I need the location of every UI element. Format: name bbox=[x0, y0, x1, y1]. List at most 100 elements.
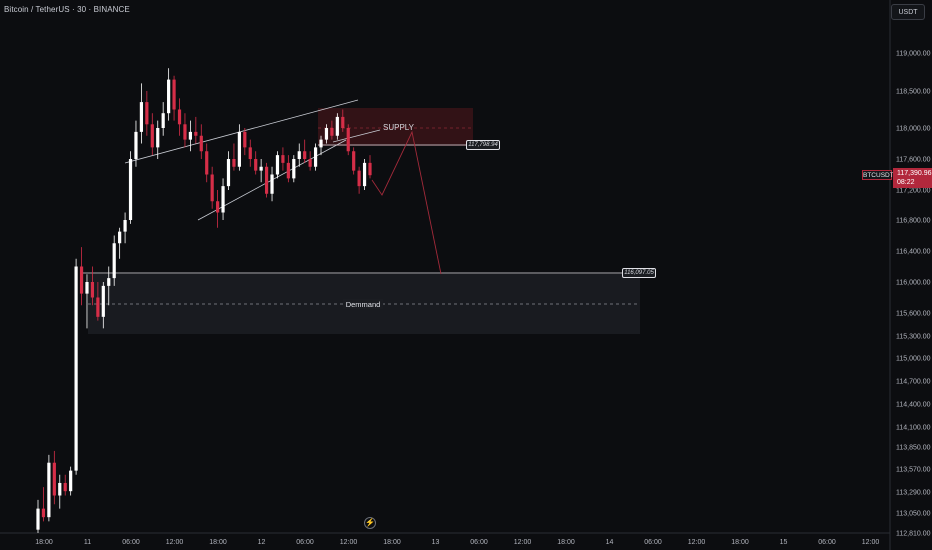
time-tick-label: 06:00 bbox=[296, 539, 314, 546]
candle-body bbox=[248, 147, 252, 159]
candle-body bbox=[112, 243, 116, 279]
candle-body bbox=[303, 151, 307, 159]
supply-level-flag: 117,798.94 bbox=[466, 140, 500, 150]
candle-body bbox=[352, 151, 356, 171]
price-tick-label: 118,000.00 bbox=[896, 126, 931, 133]
currency-button[interactable]: USDT bbox=[891, 4, 925, 20]
price-tick-label: 113,050.00 bbox=[896, 511, 931, 518]
last-price-tag: 117,390.96 08:22 bbox=[893, 168, 932, 188]
price-tick-label: 114,700.00 bbox=[896, 379, 931, 386]
candle-body bbox=[270, 174, 274, 194]
candle-body bbox=[368, 162, 372, 176]
price-tick-label: 112,810.00 bbox=[896, 531, 931, 538]
price-tick-label: 114,400.00 bbox=[896, 402, 931, 409]
candle-body bbox=[145, 102, 149, 125]
candle-body bbox=[221, 186, 225, 213]
candle-body bbox=[161, 113, 165, 128]
price-tick-label: 113,290.00 bbox=[896, 490, 931, 497]
last-price-value: 117,390.96 bbox=[897, 170, 932, 177]
candle-body bbox=[150, 124, 154, 148]
candle-body bbox=[128, 159, 133, 220]
price-tick-label: 115,000.00 bbox=[896, 356, 931, 363]
time-tick-label: 06:00 bbox=[122, 539, 140, 546]
price-tick-label: 117,600.00 bbox=[896, 157, 931, 164]
candle-body bbox=[216, 201, 220, 213]
candle-body bbox=[74, 266, 78, 471]
candle-body bbox=[134, 131, 138, 159]
channel-upper-line[interactable] bbox=[124, 99, 359, 164]
candle-body bbox=[254, 159, 258, 171]
time-tick-label: 06:00 bbox=[644, 539, 662, 546]
candle-body bbox=[286, 162, 290, 179]
price-tick-label: 116,400.00 bbox=[896, 249, 931, 256]
candle-body bbox=[107, 278, 111, 286]
candle-body bbox=[259, 166, 263, 171]
candle-body bbox=[330, 128, 334, 136]
candle-body bbox=[172, 79, 176, 110]
candle-body bbox=[297, 151, 301, 159]
candle-body bbox=[313, 147, 318, 167]
candle-body bbox=[226, 159, 231, 187]
candle-body bbox=[139, 102, 144, 132]
candle-body bbox=[275, 155, 280, 175]
candle-body bbox=[118, 231, 122, 244]
candle-body bbox=[63, 482, 67, 492]
time-tick-label: 11 bbox=[84, 539, 91, 546]
lightning-icon[interactable]: ⚡ bbox=[364, 517, 376, 529]
symbol-price-tag: BTCUSDT bbox=[862, 170, 894, 180]
price-tick-label: 113,570.00 bbox=[896, 467, 931, 474]
time-tick-label: 18:00 bbox=[383, 539, 401, 546]
price-tick-label: 116,800.00 bbox=[896, 218, 931, 225]
price-axis-ticks: 119,000.00 118,500.00 118,000.00 117,600.00… bbox=[896, 51, 931, 538]
candle-body bbox=[243, 131, 247, 148]
projection-path[interactable] bbox=[371, 130, 442, 275]
price-tick-label: 115,600.00 bbox=[896, 311, 931, 318]
candle-body bbox=[335, 116, 339, 136]
candle-body bbox=[362, 162, 367, 187]
price-tick-label: 115,300.00 bbox=[896, 334, 931, 341]
candle-body bbox=[281, 155, 285, 163]
candle-body bbox=[41, 508, 46, 518]
time-axis-ticks: 18:00 11 06:00 12:00 18:00 12 06:00 12:00 18:00 1… bbox=[35, 539, 879, 546]
time-tick-label: 06:00 bbox=[470, 539, 488, 546]
candle-body bbox=[52, 462, 56, 496]
demand-label: Demmand bbox=[346, 300, 381, 309]
time-tick-label: 12:00 bbox=[862, 539, 880, 546]
price-tick-label: 114,100.00 bbox=[896, 425, 931, 432]
candle-body bbox=[292, 159, 296, 179]
candle-body bbox=[47, 462, 51, 518]
price-tick-label: 113,850.00 bbox=[896, 445, 931, 452]
candle-body bbox=[183, 124, 187, 140]
candle-body bbox=[123, 220, 127, 232]
candle-body bbox=[85, 282, 89, 294]
price-tick-label: 117,200.00 bbox=[896, 188, 931, 195]
time-tick-label: 15 bbox=[780, 539, 788, 546]
time-tick-label: 13 bbox=[432, 539, 440, 546]
candle-body bbox=[264, 166, 269, 194]
candle-body bbox=[341, 116, 345, 128]
time-tick-label: 18:00 bbox=[35, 539, 53, 546]
candle-body bbox=[319, 139, 323, 148]
price-tick-label: 119,000.00 bbox=[896, 51, 931, 58]
time-tick-label: 12:00 bbox=[688, 539, 706, 546]
time-tick-label: 12:00 bbox=[340, 539, 358, 546]
candles-group bbox=[36, 68, 372, 533]
time-tick-label: 18:00 bbox=[731, 539, 749, 546]
candle-body bbox=[96, 297, 100, 317]
time-tick-label: 12 bbox=[258, 539, 266, 546]
supply-label: SUPPLY bbox=[383, 123, 415, 132]
candle-body bbox=[90, 282, 95, 298]
candle-body bbox=[36, 508, 40, 530]
candle-body bbox=[188, 131, 192, 140]
price-tick-label: 116,000.00 bbox=[896, 280, 931, 287]
time-tick-label: 12:00 bbox=[514, 539, 532, 546]
candle-body bbox=[177, 109, 182, 125]
candle-body bbox=[167, 79, 171, 114]
candle-body bbox=[156, 128, 160, 148]
candle-body bbox=[79, 266, 84, 294]
candle-body bbox=[101, 285, 105, 317]
time-tick-label: 14 bbox=[606, 539, 614, 546]
candle-body bbox=[324, 128, 329, 140]
time-tick-label: 06:00 bbox=[818, 539, 836, 546]
